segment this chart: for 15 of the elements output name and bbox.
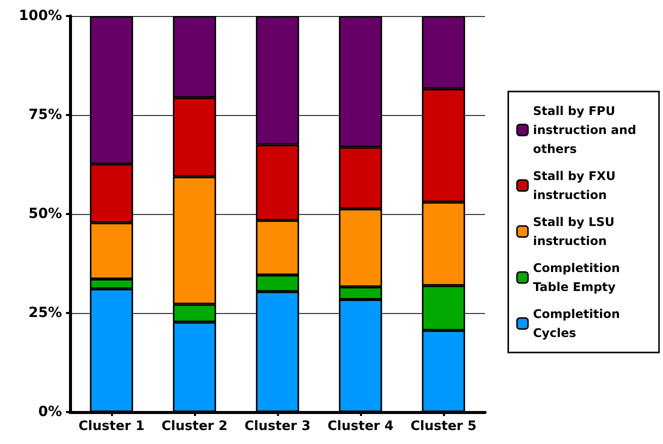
y-tick-label: 25% (28, 305, 62, 321)
legend-label: Stall by LSU instruction (533, 215, 619, 248)
legend-label: Stall by FPU instruction and others (533, 104, 640, 156)
y-tick-label: 75% (28, 107, 62, 123)
y-tick-label: 50% (28, 206, 62, 222)
legend-label: Completition Cycles (533, 307, 624, 340)
legend-label: Stall by FXU instruction (533, 169, 620, 202)
legend-label: Completition Table Empty (533, 261, 624, 294)
x-tick-label: Cluster 1 (78, 419, 145, 434)
y-tick-label: 0% (38, 404, 62, 420)
y-tick-label: 100% (18, 8, 62, 24)
x-tick-label: Cluster 3 (244, 419, 311, 434)
x-tick-label: Cluster 2 (161, 419, 228, 434)
x-tick-label: Cluster 4 (327, 419, 394, 434)
x-tick-label: Cluster 5 (410, 419, 477, 434)
